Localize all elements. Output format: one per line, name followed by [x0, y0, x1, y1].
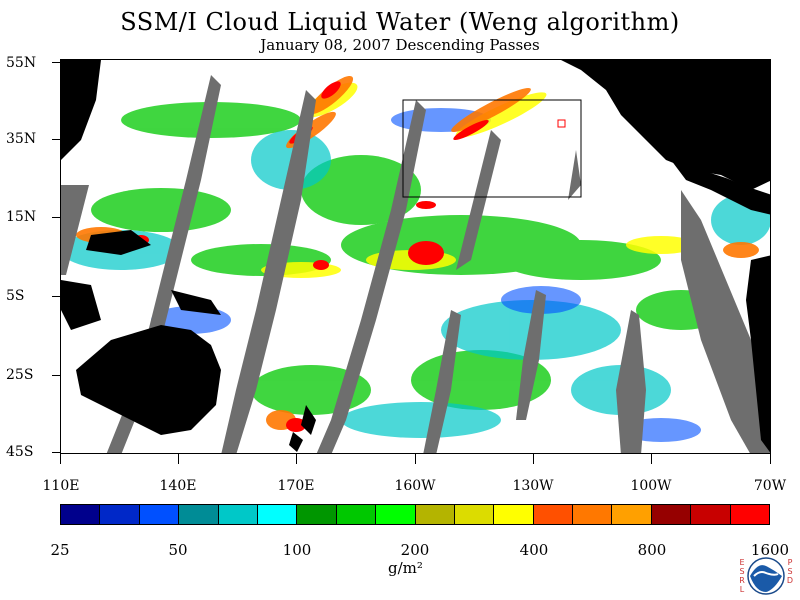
colorbar-swatch — [691, 505, 731, 524]
colorbar-label: 200 — [400, 541, 430, 559]
lon-tick — [60, 454, 61, 464]
lat-label: 45S — [6, 444, 34, 460]
lat-label: 35N — [6, 131, 37, 147]
map-canvas — [61, 60, 770, 453]
lat-label: 5S — [6, 288, 25, 304]
lat-tick — [52, 62, 60, 63]
region-box — [402, 99, 582, 198]
logo-letter: P — [787, 558, 793, 567]
noaa-emblem-icon — [747, 557, 785, 595]
colorbar-swatch — [573, 505, 613, 524]
colorbar-swatch — [100, 505, 140, 524]
logo-letter: S — [739, 567, 745, 576]
colorbar-swatch — [454, 505, 495, 524]
lon-tick — [296, 454, 297, 464]
colorbar-swatch — [218, 505, 258, 524]
lat-tick — [52, 375, 60, 376]
lon-tick — [651, 454, 652, 464]
australia — [76, 325, 221, 435]
cloud-water-map — [60, 59, 771, 454]
map-subtitle: January 08, 2007 Descending Passes — [260, 36, 540, 54]
colorbar-swatch — [179, 505, 219, 524]
colorbar-swatch — [494, 505, 534, 524]
colorbar-swatch — [533, 505, 574, 524]
lat-label: 55N — [6, 55, 37, 71]
colorbar-label: 100 — [282, 541, 312, 559]
lat-label: 25S — [6, 367, 34, 383]
lat-tick — [52, 452, 60, 453]
lat-tick — [52, 296, 60, 297]
region-marker — [557, 119, 566, 128]
colorbar-swatch — [651, 505, 692, 524]
colorbar-swatch — [297, 505, 337, 524]
asia-indonesia — [61, 60, 221, 330]
north-america — [561, 60, 770, 190]
logo-letter: L — [739, 585, 745, 594]
colorbar-unit: g/m² — [388, 559, 423, 577]
colorbar-label: 50 — [168, 541, 188, 559]
mexico-central-america — [671, 160, 770, 215]
colorbar-swatch — [612, 505, 652, 524]
colorbar-label: 25 — [50, 541, 70, 559]
colorbar-swatch — [730, 505, 770, 524]
colorbar-label: 800 — [637, 541, 667, 559]
lon-label: 170E — [277, 478, 315, 494]
lat-tick — [52, 139, 60, 140]
lon-label: 70W — [753, 478, 787, 494]
land-masses — [61, 60, 770, 453]
lon-label: 100W — [630, 478, 672, 494]
logo-letter: R — [739, 576, 745, 585]
lon-label: 130W — [512, 478, 554, 494]
colorbar-label: 400 — [519, 541, 549, 559]
new-zealand — [289, 405, 316, 452]
colorbar-swatch — [139, 505, 180, 524]
colorbar-swatch — [376, 505, 416, 524]
lon-label: 160W — [394, 478, 436, 494]
logo-letter: D — [786, 576, 794, 585]
lat-tick — [52, 217, 60, 218]
colorbar-swatch — [415, 505, 455, 524]
lon-label: 140E — [159, 478, 197, 494]
logo-letter: E — [739, 558, 745, 567]
lon-tick — [415, 454, 416, 464]
map-title: SSM/I Cloud Liquid Water (Weng algorithm… — [120, 8, 680, 36]
lat-label: 15N — [6, 209, 37, 225]
colorbar-swatch — [257, 505, 298, 524]
lon-tick — [533, 454, 534, 464]
colorbar-swatch — [336, 505, 377, 524]
colorbar-swatch — [61, 505, 101, 524]
lon-tick — [178, 454, 179, 464]
no-data-swaths — [61, 75, 770, 453]
lon-tick — [770, 454, 771, 464]
south-america — [746, 255, 770, 453]
colorbar-label: 1600 — [750, 541, 790, 559]
colorbar — [60, 504, 770, 525]
logo-letter: S — [787, 567, 793, 576]
lon-label: 110E — [42, 478, 80, 494]
